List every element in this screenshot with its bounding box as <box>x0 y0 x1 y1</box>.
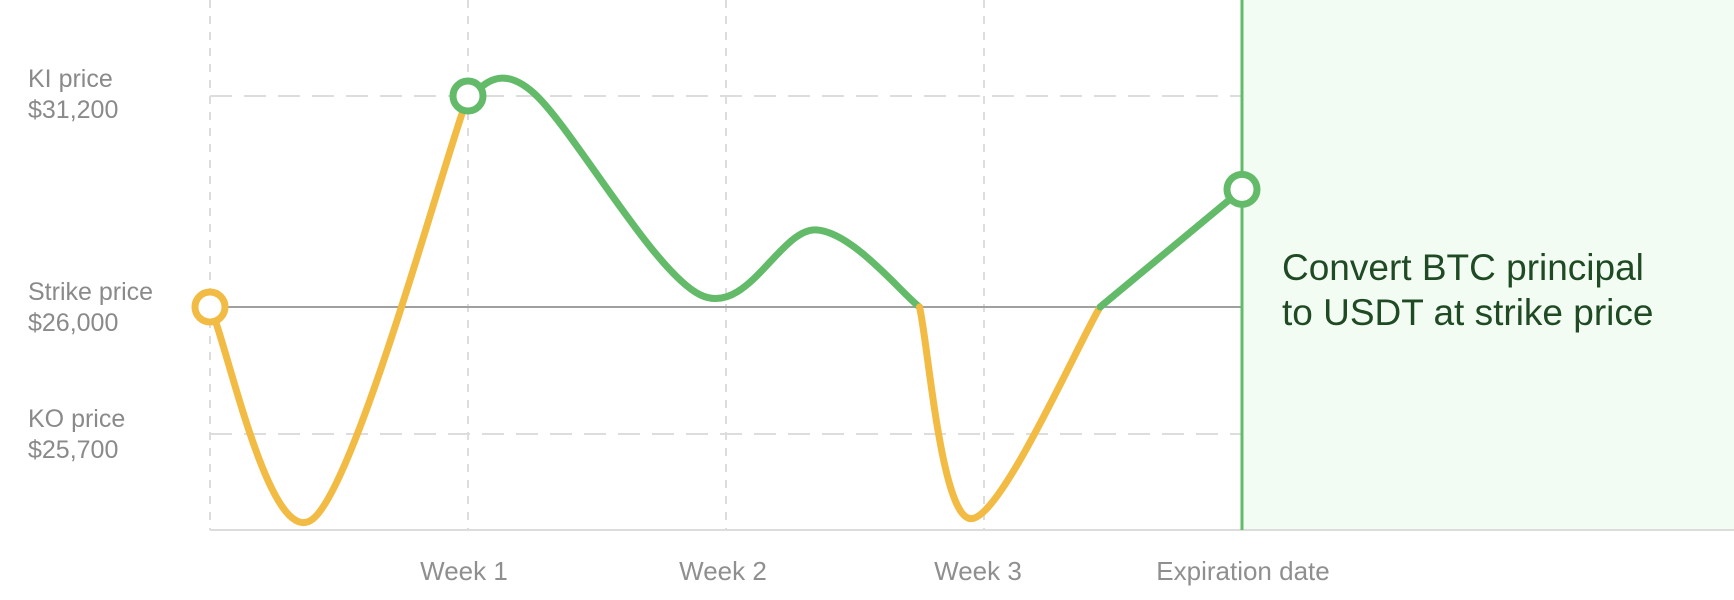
x-tick-expiration-date: Expiration date <box>1156 556 1330 586</box>
ko-price-label: KO price $25,700 <box>28 405 126 464</box>
price-path-before-ki <box>206 92 472 526</box>
price-path-after-ki <box>464 74 923 311</box>
x-tick-week-2: Week 2 <box>679 556 767 586</box>
expiration-zone <box>1242 0 1734 530</box>
expiration-outcome-text: Convert BTC principal to USDT at strike … <box>1282 247 1654 333</box>
expiration-price-marker <box>1223 170 1261 208</box>
start-price-marker <box>191 288 229 326</box>
ki-hit-marker <box>449 77 487 115</box>
x-tick-week-1: Week 1 <box>420 556 508 586</box>
ki-price-label: KI price $31,200 <box>28 65 119 124</box>
price-path-below-strike <box>916 303 1104 523</box>
x-tick-week-3: Week 3 <box>934 556 1022 586</box>
strike-price-label: Strike price $26,000 <box>28 278 154 337</box>
price-path-to-expiration <box>1096 185 1246 311</box>
